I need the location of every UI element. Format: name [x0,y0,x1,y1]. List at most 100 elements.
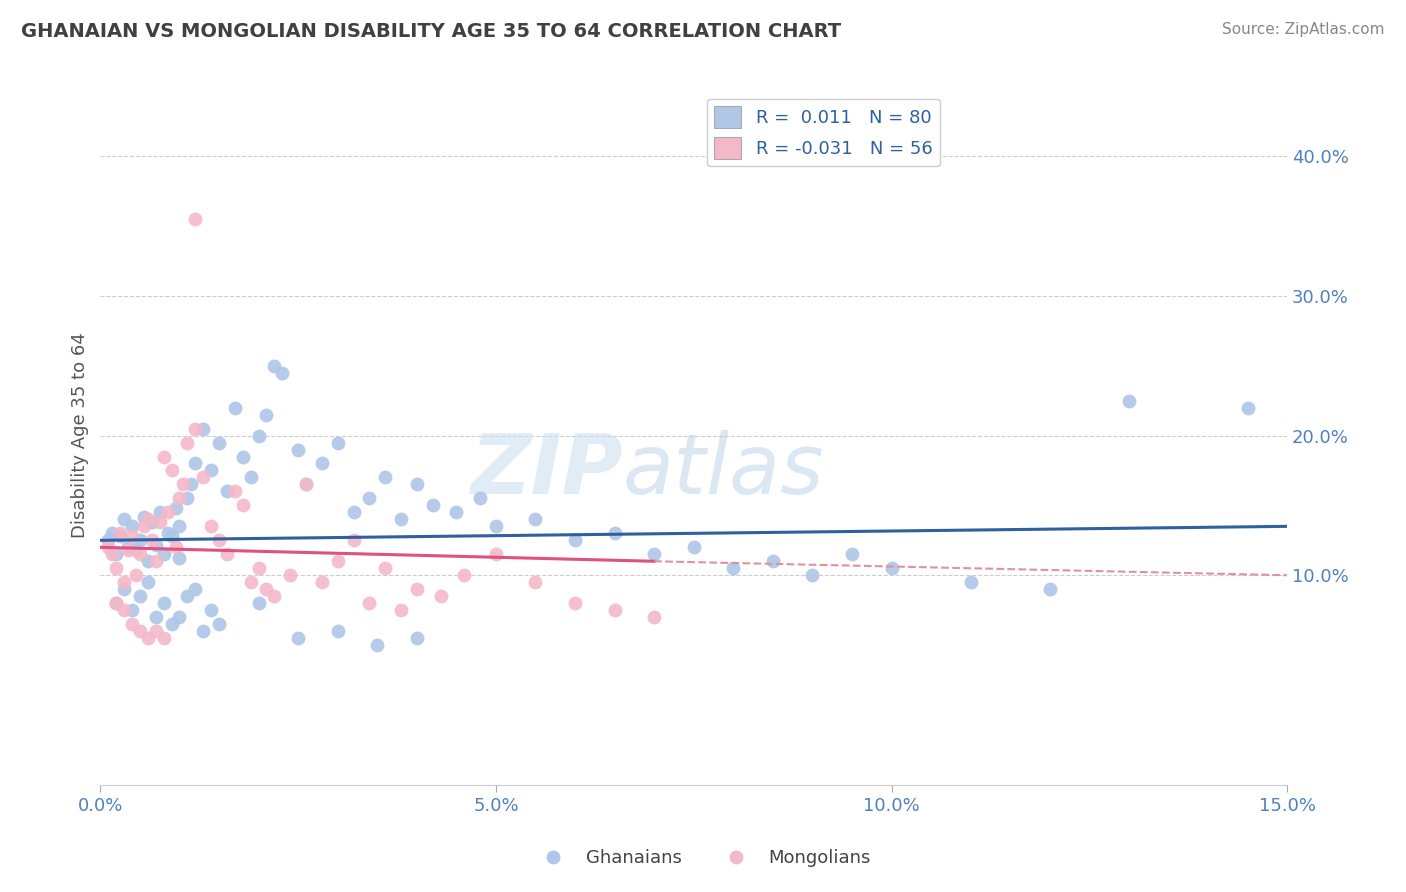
Point [108,526,131,541]
Point [105,561,128,575]
Point [152,547,174,561]
Point [121,519,143,533]
Y-axis label: Disability Age 35 to 64: Disability Age 35 to 64 [72,333,89,539]
Point [176,435,198,450]
Point [485,547,508,561]
Point [200,463,222,477]
Point [405,631,427,645]
Point [200,603,222,617]
Point [485,519,508,533]
Point [326,435,349,450]
Point [129,589,152,603]
Point [263,359,285,373]
Point [117,541,139,555]
Legend: Ghanaians, Mongolians: Ghanaians, Mongolians [529,842,877,874]
Point [169,610,191,624]
Point [165,541,187,555]
Point [643,610,665,624]
Point [169,519,191,533]
Point [136,512,159,526]
Point [801,568,824,582]
Point [200,519,222,533]
Point [1039,582,1062,597]
Point [112,575,135,590]
Point [224,401,246,415]
Point [256,582,278,597]
Point [1118,393,1140,408]
Point [263,589,285,603]
Point [149,515,172,529]
Point [374,470,396,484]
Point [136,631,159,645]
Point [112,582,135,597]
Point [176,589,198,603]
Point [165,501,187,516]
Point [160,529,183,543]
Point [271,366,294,380]
Point [880,561,903,575]
Point [129,533,152,548]
Point [152,596,174,610]
Point [141,533,163,548]
Point [366,638,388,652]
Point [184,212,207,227]
Point [129,624,152,639]
Point [1236,401,1258,415]
Point [121,603,143,617]
Point [160,617,183,632]
Text: GHANAIAN VS MONGOLIAN DISABILITY AGE 35 TO 64 CORRELATION CHART: GHANAIAN VS MONGOLIAN DISABILITY AGE 35 … [21,22,841,41]
Point [184,582,207,597]
Point [129,547,152,561]
Point [239,575,262,590]
Point [136,554,159,568]
Point [959,575,981,590]
Point [287,631,309,645]
Point [215,484,238,499]
Point [145,554,167,568]
Point [524,512,547,526]
Point [108,529,131,543]
Point [184,457,207,471]
Point [359,596,381,610]
Point [215,547,238,561]
Point [208,617,231,632]
Point [176,491,198,506]
Point [342,533,364,548]
Point [180,477,202,491]
Point [603,526,626,541]
Point [145,624,167,639]
Point [405,582,427,597]
Point [256,408,278,422]
Point [723,561,745,575]
Point [101,526,124,541]
Point [453,568,475,582]
Point [564,596,586,610]
Point [295,477,318,491]
Point [232,450,254,464]
Point [405,477,427,491]
Point [132,509,155,524]
Point [141,515,163,529]
Point [208,435,231,450]
Point [156,505,179,519]
Point [841,547,863,561]
Text: Source: ZipAtlas.com: Source: ZipAtlas.com [1222,22,1385,37]
Point [121,617,143,632]
Point [101,547,124,561]
Point [105,547,128,561]
Point [125,568,148,582]
Point [172,477,194,491]
Point [184,421,207,435]
Point [311,457,333,471]
Text: ZIP: ZIP [470,430,623,511]
Point [193,624,215,639]
Point [524,575,547,590]
Point [193,421,215,435]
Point [160,463,183,477]
Point [232,499,254,513]
Point [145,537,167,551]
Point [105,596,128,610]
Point [359,491,381,506]
Point [326,554,349,568]
Point [682,541,704,555]
